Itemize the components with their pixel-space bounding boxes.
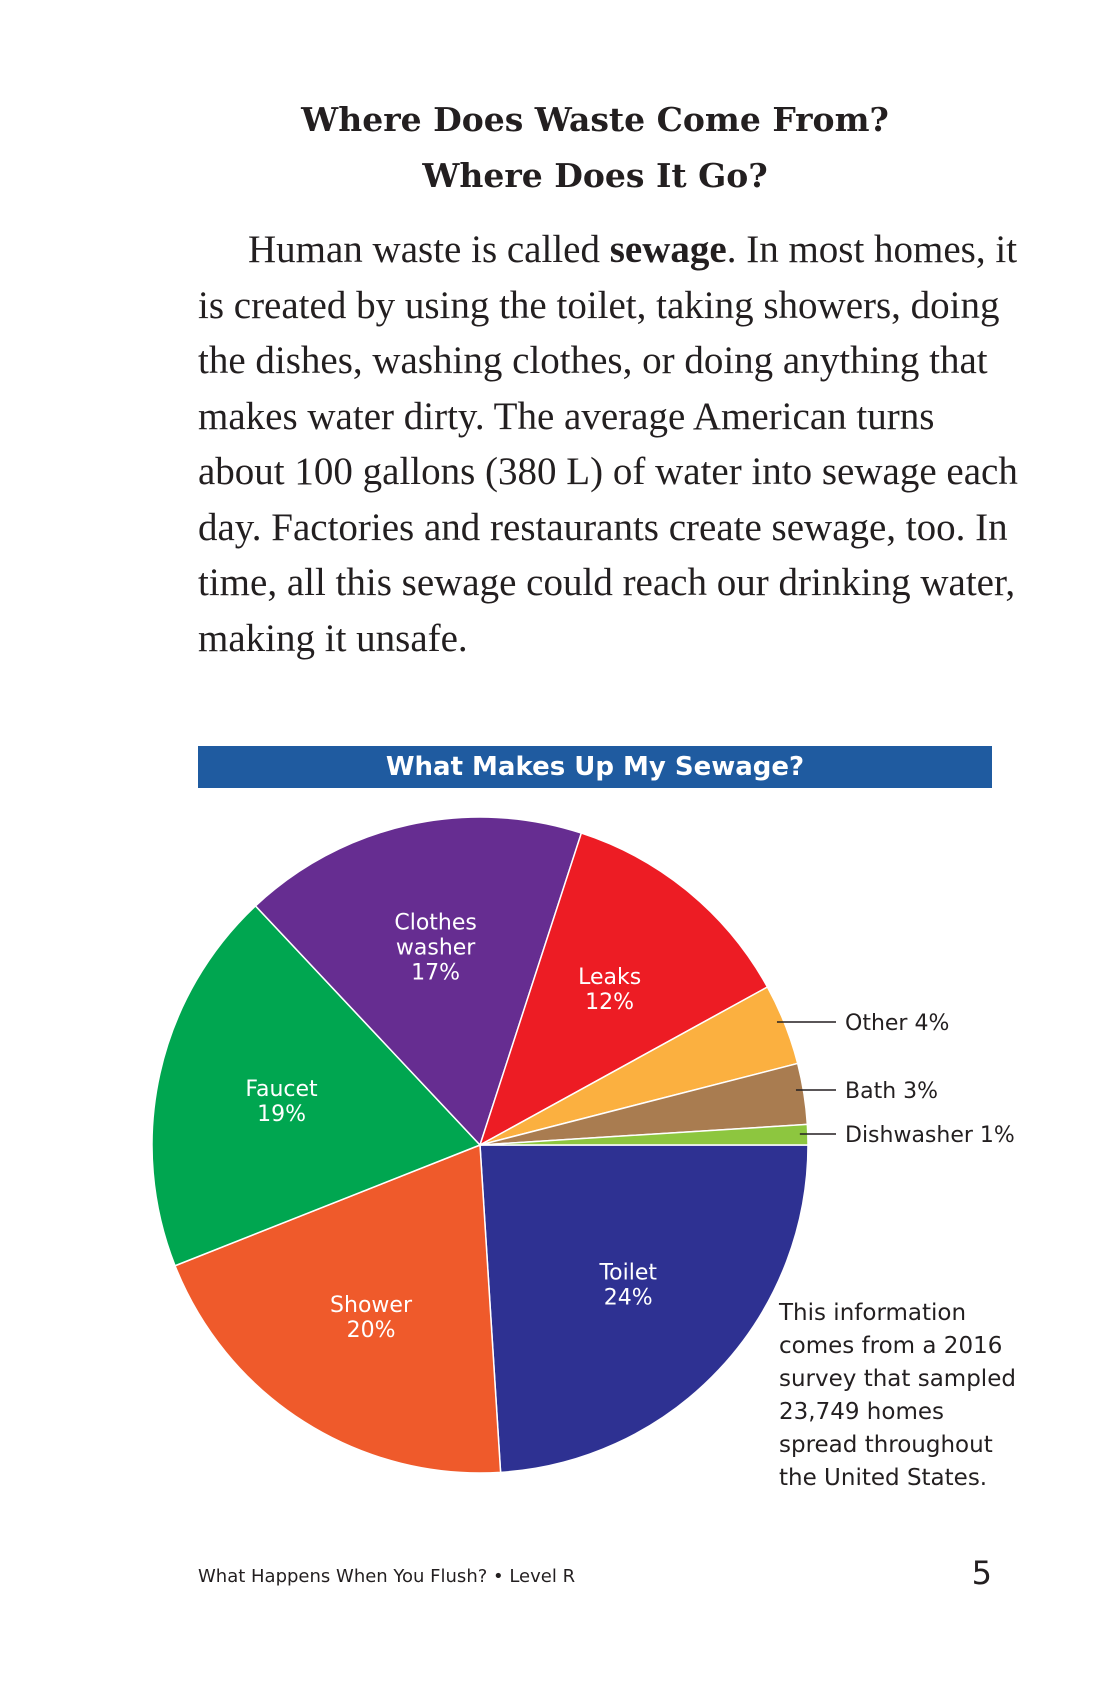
slice-label-faucet: Faucet 19%: [245, 1077, 318, 1127]
footer-book-title: What Happens When You Flush? • Level R: [198, 1566, 576, 1587]
chart-title: What Makes Up My Sewage?: [198, 746, 992, 788]
body-paragraph: Human waste is called sewage. In most ho…: [198, 222, 1018, 666]
callout-label-dishwasher: Dishwasher 1%: [845, 1123, 1015, 1148]
callout-label-bath: Bath 3%: [845, 1079, 938, 1104]
slice-label-toilet: Toilet 24%: [598, 1261, 657, 1311]
heading-line-1: Where Does Waste Come From?: [301, 100, 889, 139]
pie-slice-shower: [174, 1143, 502, 1474]
pie-slice-clothes-washer: [254, 816, 583, 1147]
pie-slice-faucet: [151, 904, 482, 1267]
slice-label-leaks: Leaks 12%: [578, 965, 641, 1015]
callout-label-other: Other 4%: [845, 1011, 949, 1036]
slice-label-clothes-washer: Clothes washer 17%: [394, 911, 477, 986]
chart-source-note: This information comes from a 2016 surve…: [779, 1300, 1016, 1491]
pie-slice-toilet: [479, 1144, 809, 1474]
slice-label-shower: Shower 20%: [330, 1293, 413, 1343]
heading-line-2: Where Does It Go?: [422, 156, 768, 195]
page-heading: Where Does Waste Come From? Where Does I…: [0, 92, 1100, 204]
paragraph-rest: . In most homes, it is created by using …: [198, 228, 1018, 660]
page-number: 5: [971, 1554, 992, 1592]
paragraph-intro: Human waste is called: [248, 228, 610, 271]
glossary-term-sewage: sewage: [609, 228, 727, 271]
pie-slice-leaks: [478, 832, 769, 1147]
